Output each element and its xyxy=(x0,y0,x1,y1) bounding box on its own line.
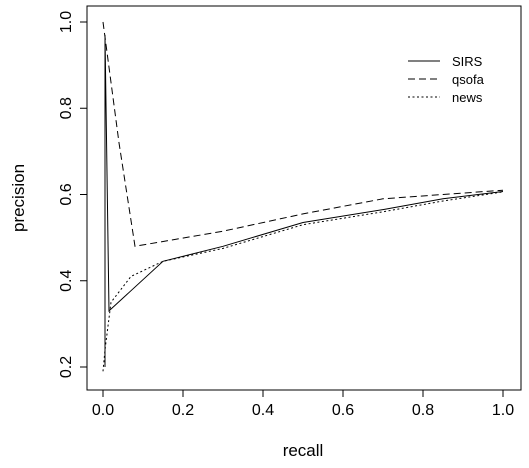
legend-label-sirs: SIRS xyxy=(452,54,483,69)
y-tick-label: 0.8 xyxy=(58,97,75,119)
x-axis: 0.0 0.2 0.4 0.6 0.8 1.0 xyxy=(92,389,514,419)
y-tick-label: 0.6 xyxy=(58,183,75,205)
x-tick-label: 0.6 xyxy=(332,402,354,419)
x-axis-title: recall xyxy=(283,441,324,460)
x-tick-label: 1.0 xyxy=(492,402,514,419)
series-line-news xyxy=(102,191,504,372)
y-tick-label: 1.0 xyxy=(58,11,75,33)
x-tick-label: 0.2 xyxy=(172,402,194,419)
series-line-sirs xyxy=(104,34,504,367)
x-tick-label: 0.4 xyxy=(252,402,274,419)
series-layer xyxy=(102,21,504,372)
y-axis: 0.2 0.4 0.6 0.8 1.0 xyxy=(58,11,88,378)
legend: SIRS qsofa news xyxy=(408,54,485,105)
series-line-qsofa xyxy=(102,21,504,247)
y-tick-label: 0.4 xyxy=(58,270,75,292)
legend-label-news: news xyxy=(452,90,483,105)
y-tick-label: 0.2 xyxy=(58,356,75,378)
y-axis-title: precision xyxy=(9,164,28,232)
legend-label-qsofa: qsofa xyxy=(452,72,485,87)
x-tick-label: 0.8 xyxy=(412,402,434,419)
x-tick-label: 0.0 xyxy=(92,402,114,419)
